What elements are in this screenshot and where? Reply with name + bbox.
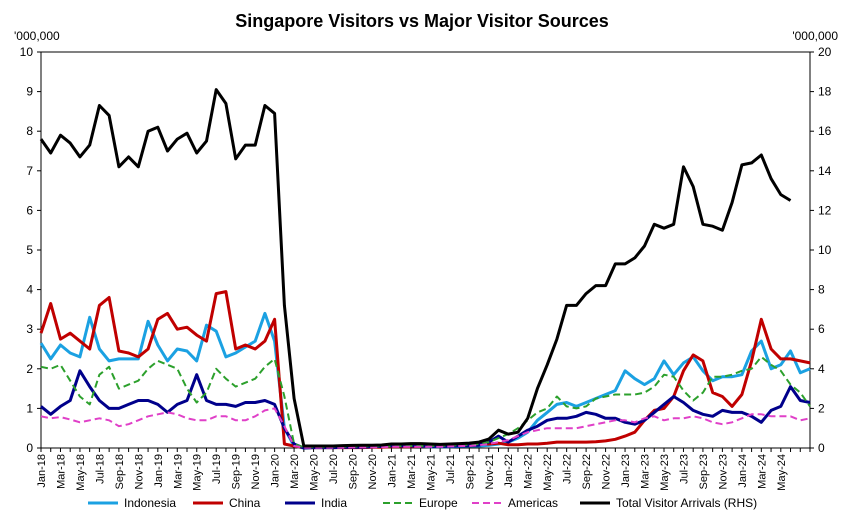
x-tick-label: Mar-23 bbox=[640, 454, 652, 489]
x-axis: Jan-18 Mar-18 May-18 Jul-18 Sep-18 Nov-18 Jan-… bbox=[36, 448, 811, 491]
x-tick-label: May-20 bbox=[309, 454, 321, 491]
series-line-china bbox=[39, 290, 811, 450]
left-tick-label: 7 bbox=[26, 164, 33, 178]
left-axis: 0 1 2 3 4 5 6 7 8 9 10 bbox=[20, 45, 41, 455]
x-tick-label: Jan-20 bbox=[270, 454, 282, 488]
x-tick-label: Jan-21 bbox=[386, 454, 398, 488]
x-tick-label: Nov-22 bbox=[601, 454, 613, 489]
left-axis-unit: '000,000 bbox=[14, 29, 60, 43]
x-tick-label: May-21 bbox=[425, 454, 437, 491]
x-tick-label: Jul-22 bbox=[562, 454, 574, 484]
x-tick-label: Nov-20 bbox=[367, 454, 379, 489]
x-tick-label: Sep-21 bbox=[464, 454, 476, 489]
x-tick-label: Mar-19 bbox=[172, 454, 184, 489]
left-tick-label: 4 bbox=[26, 283, 33, 297]
series-line-europe bbox=[40, 355, 811, 449]
chart-title: Singapore Visitors vs Major Visitor Sour… bbox=[235, 11, 608, 31]
x-tick-label: Jul-18 bbox=[94, 454, 106, 484]
x-tick-label: Sep-23 bbox=[698, 454, 710, 489]
series-line-indonesia bbox=[39, 311, 811, 450]
x-tick-label: Jan-23 bbox=[620, 454, 632, 488]
right-tick-label: 16 bbox=[818, 124, 832, 138]
legend-label: Indonesia bbox=[124, 496, 176, 510]
legend-label: Americas bbox=[508, 496, 558, 510]
legend-label: Total Visitor Arrivals (RHS) bbox=[616, 496, 757, 510]
x-tick-label: Jul-21 bbox=[445, 454, 457, 484]
x-tick-label: Mar-21 bbox=[406, 454, 418, 489]
right-tick-label: 8 bbox=[818, 283, 825, 297]
left-tick-label: 3 bbox=[26, 322, 33, 336]
left-tick-label: 0 bbox=[26, 441, 33, 455]
x-tick-label: Mar-20 bbox=[289, 454, 301, 489]
plot-area bbox=[40, 51, 811, 449]
series-line-americas bbox=[40, 407, 811, 449]
right-axis: 0 2 4 6 8 10 12 14 16 18 20 bbox=[810, 45, 832, 455]
x-tick-label: Nov-18 bbox=[133, 454, 145, 489]
right-tick-label: 6 bbox=[818, 322, 825, 336]
legend-label: Europe bbox=[419, 496, 458, 510]
right-tick-label: 20 bbox=[818, 45, 832, 59]
x-tick-label: Sep-22 bbox=[581, 454, 593, 489]
x-tick-label: Jul-20 bbox=[328, 454, 340, 484]
left-tick-label: 9 bbox=[26, 85, 33, 99]
x-tick-label: May-22 bbox=[542, 454, 554, 491]
legend-label: India bbox=[321, 496, 347, 510]
x-tick-label: May-23 bbox=[659, 454, 671, 491]
left-tick-label: 2 bbox=[26, 362, 33, 376]
x-tick-label: Jan-19 bbox=[153, 454, 165, 488]
right-tick-label: 0 bbox=[818, 441, 825, 455]
x-tick-label: Jan-22 bbox=[503, 454, 515, 488]
x-tick-label: Jan-24 bbox=[737, 454, 749, 488]
x-tick-label: Mar-18 bbox=[55, 454, 67, 489]
x-tick-label: Jul-23 bbox=[678, 454, 690, 484]
right-tick-label: 14 bbox=[818, 164, 832, 178]
x-tick-label: May-24 bbox=[776, 454, 788, 491]
left-tick-label: 8 bbox=[26, 124, 33, 138]
left-tick-label: 1 bbox=[26, 401, 33, 415]
x-tick-label: Jan-18 bbox=[36, 454, 48, 488]
x-tick-label: Nov-21 bbox=[484, 454, 496, 489]
right-tick-label: 4 bbox=[818, 362, 825, 376]
x-tick-label: Nov-19 bbox=[250, 454, 262, 489]
x-tick-label: Mar-24 bbox=[756, 454, 768, 489]
x-tick-label: May-19 bbox=[192, 454, 204, 491]
legend: Indonesia China India Europe Americas Total V… bbox=[88, 496, 757, 510]
x-tick-label: Jul-19 bbox=[211, 454, 223, 484]
right-tick-label: 2 bbox=[818, 401, 825, 415]
left-tick-label: 5 bbox=[26, 243, 33, 257]
left-tick-label: 6 bbox=[26, 203, 33, 217]
series-line-india bbox=[40, 369, 811, 450]
right-tick-label: 18 bbox=[818, 85, 832, 99]
x-tick-label: May-18 bbox=[75, 454, 87, 491]
left-tick-label: 10 bbox=[20, 45, 34, 59]
x-tick-label: Sep-18 bbox=[114, 454, 126, 489]
x-tick-label: Sep-20 bbox=[347, 454, 359, 489]
right-tick-label: 12 bbox=[818, 203, 832, 217]
series-line-total-visitor-arrivals-rhs bbox=[39, 88, 792, 448]
x-tick-label: Mar-22 bbox=[523, 454, 535, 489]
legend-label: China bbox=[229, 496, 261, 510]
series-layer bbox=[39, 88, 811, 450]
x-tick-label: Nov-23 bbox=[717, 454, 729, 489]
right-axis-unit: '000,000 bbox=[792, 29, 838, 43]
x-tick-label: Sep-19 bbox=[231, 454, 243, 489]
right-tick-label: 10 bbox=[818, 243, 832, 257]
